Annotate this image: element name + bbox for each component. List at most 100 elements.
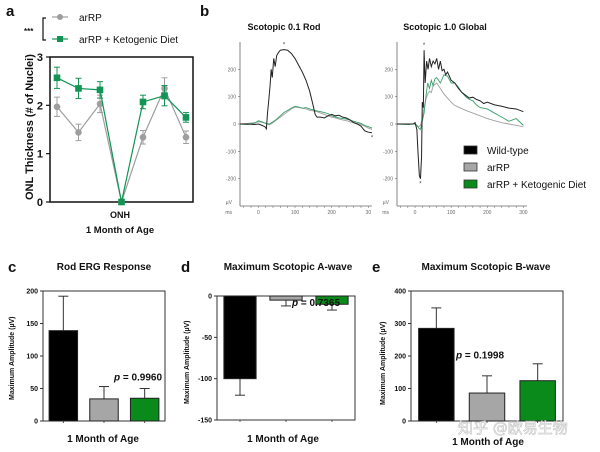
- plot-frame-a: [49, 56, 194, 203]
- significance-stars: ***: [24, 27, 34, 36]
- legend-marker-arrp: [57, 14, 63, 20]
- legend-label-arrp-keto-b: arRP + Ketogenic Diet: [487, 180, 586, 191]
- x-tick-label: 300: [519, 210, 528, 216]
- legend-swatch-arrp-keto: [463, 179, 478, 189]
- x-unit-label: ms: [382, 210, 389, 216]
- trace-wild-type: [397, 50, 524, 179]
- data-point-a: [182, 133, 190, 141]
- x-tick-label: 100: [447, 210, 456, 216]
- x-tick-label: 30: [366, 210, 372, 216]
- panel-b: b Scotopic 0.1 Rod Scotopic 1.0 Global -…: [200, 3, 586, 216]
- bar-arrp: [269, 295, 303, 301]
- x-axis-label-e: 1 Month of Age: [452, 437, 524, 448]
- y-tick-label: 100: [385, 95, 394, 101]
- trace-arrp: [239, 106, 373, 130]
- y-tick-label-a: 2: [37, 100, 43, 112]
- y-axis-label-c: Maximum Amplitude (µV): [9, 316, 16, 400]
- panel-a: a *** arRP arRP + Ketogenic Diet ONL Thi…: [6, 3, 194, 236]
- data-point-a: [96, 100, 104, 108]
- title-e: Maximum Scotopic B-wave: [422, 262, 551, 273]
- legend-b: Wild-type arRP arRP + Ketogenic Diet: [463, 145, 586, 191]
- y-tick-label: -200: [383, 177, 393, 183]
- panel-letter-e: e: [372, 259, 380, 276]
- bar-arrp: [89, 398, 119, 422]
- data-point-a: [53, 74, 61, 82]
- panel-letter-c: c: [8, 259, 16, 276]
- bar-arrp-ketogenic-diet: [519, 380, 556, 422]
- data-point-a: [118, 198, 125, 206]
- panel-letter-b: b: [200, 3, 209, 20]
- y-tick-label: 0: [208, 294, 212, 301]
- x-center-label-a: ONH: [110, 210, 130, 220]
- y-tick-label: 400: [394, 289, 406, 296]
- plot-area-c: 0 50 100 150 200 p = 0.9960: [26, 289, 166, 426]
- y-tick-label: -150: [198, 418, 212, 425]
- y-tick-label-a: 3: [37, 52, 43, 64]
- p-value-annotation: p = 0.7365: [291, 298, 341, 309]
- y-tick-label: 300: [394, 321, 406, 328]
- a-wave-marker: *: [419, 182, 422, 188]
- x-tick-label: 200: [327, 210, 336, 216]
- plot-area-b2: -200 -100 0 100 200 0 100 200 300 µV ms * *: [382, 42, 528, 216]
- a-wave-marker: *: [371, 136, 374, 142]
- bar-arrp-ketogenic-diet: [315, 295, 349, 305]
- panel-letter-d: d: [181, 259, 190, 276]
- x-tick-label: 0: [414, 210, 417, 216]
- legend-marker-arrp-keto: [57, 36, 63, 42]
- legend-swatch-arrp: [463, 162, 478, 172]
- y-axis-label-a: ONL Thickness (# of Nuclei): [24, 54, 36, 200]
- panel-letter-a: a: [6, 3, 15, 20]
- x-tick-label: 200: [483, 210, 492, 216]
- y-tick-label: 200: [26, 289, 38, 296]
- data-point-a: [182, 114, 190, 121]
- y-tick-label: 200: [228, 67, 237, 73]
- y-tick-label: -200: [226, 177, 236, 183]
- bar-arrp: [468, 392, 506, 422]
- x-axis-label-d: 1 Month of Age: [247, 434, 319, 445]
- y-tick-label: -50: [202, 335, 212, 342]
- y-tick-label: 0: [233, 122, 236, 128]
- y-tick-label: 0: [390, 122, 393, 128]
- b-wave-marker: *: [423, 43, 426, 49]
- x-axis-label-c: 1 Month of Age: [67, 434, 139, 445]
- y-tick-label: 200: [394, 354, 406, 361]
- plot-area-e: 0 100 200 300 400 p = 0.1998: [394, 289, 564, 426]
- y-tick-label: 200: [385, 67, 394, 73]
- title-c: Rod ERG Response: [57, 262, 152, 273]
- bar-wild-type: [418, 327, 455, 422]
- x-unit-label: ms: [225, 210, 232, 216]
- b-wave-marker: *: [283, 43, 286, 49]
- y-tick-label: 100: [394, 386, 406, 393]
- legend-label-arrp-keto: arRP + Ketogenic Diet: [79, 35, 178, 46]
- data-point-a: [53, 103, 61, 111]
- legend-label-arrp: arRP: [79, 13, 102, 24]
- plot-area-d: -150 -100 -50 0 p = 0.7365: [198, 294, 356, 425]
- title-b2: Scotopic 1.0 Global: [403, 22, 487, 32]
- data-point-a: [96, 86, 104, 94]
- trace-arrp-ketogenic-diet: [396, 74, 524, 131]
- y-tick-label-a: 0: [37, 197, 43, 209]
- panel-e: e Maximum Scotopic B-wave Maximum Amplit…: [372, 259, 564, 448]
- bar-arrp-ketogenic-diet: [129, 397, 160, 422]
- data-point-a: [161, 92, 168, 99]
- y-tick-label: 100: [26, 354, 38, 361]
- y-tick-label: 0: [34, 419, 38, 426]
- y-axis-label-d: Maximum Amplitude (µV): [184, 320, 191, 404]
- title-d: Maximum Scotopic A-wave: [224, 262, 353, 273]
- y-unit-label: µV: [383, 200, 390, 206]
- watermark: 知乎 @欧易生物: [458, 419, 568, 437]
- legend-label-wild-type: Wild-type: [487, 146, 529, 157]
- data-point-a: [139, 98, 147, 106]
- legend-label-arrp-b: arRP: [487, 163, 510, 174]
- bar-wild-type: [48, 330, 79, 422]
- significance-bracket: [42, 17, 46, 41]
- y-tick-label: 150: [26, 321, 38, 328]
- y-axis-label-e: Maximum Amplitude (µV): [380, 321, 387, 405]
- plot-area-a: 0 1 2 3: [37, 52, 194, 209]
- y-tick-label: 50: [30, 386, 38, 393]
- x-axis-label-a: 1 Month of Age: [86, 225, 154, 236]
- plot-area-b1: -200 -100 0 100 200 0 100 200 30 µV ms * *: [225, 42, 374, 216]
- x-tick-label: 0: [257, 210, 260, 216]
- data-point-a: [75, 129, 82, 136]
